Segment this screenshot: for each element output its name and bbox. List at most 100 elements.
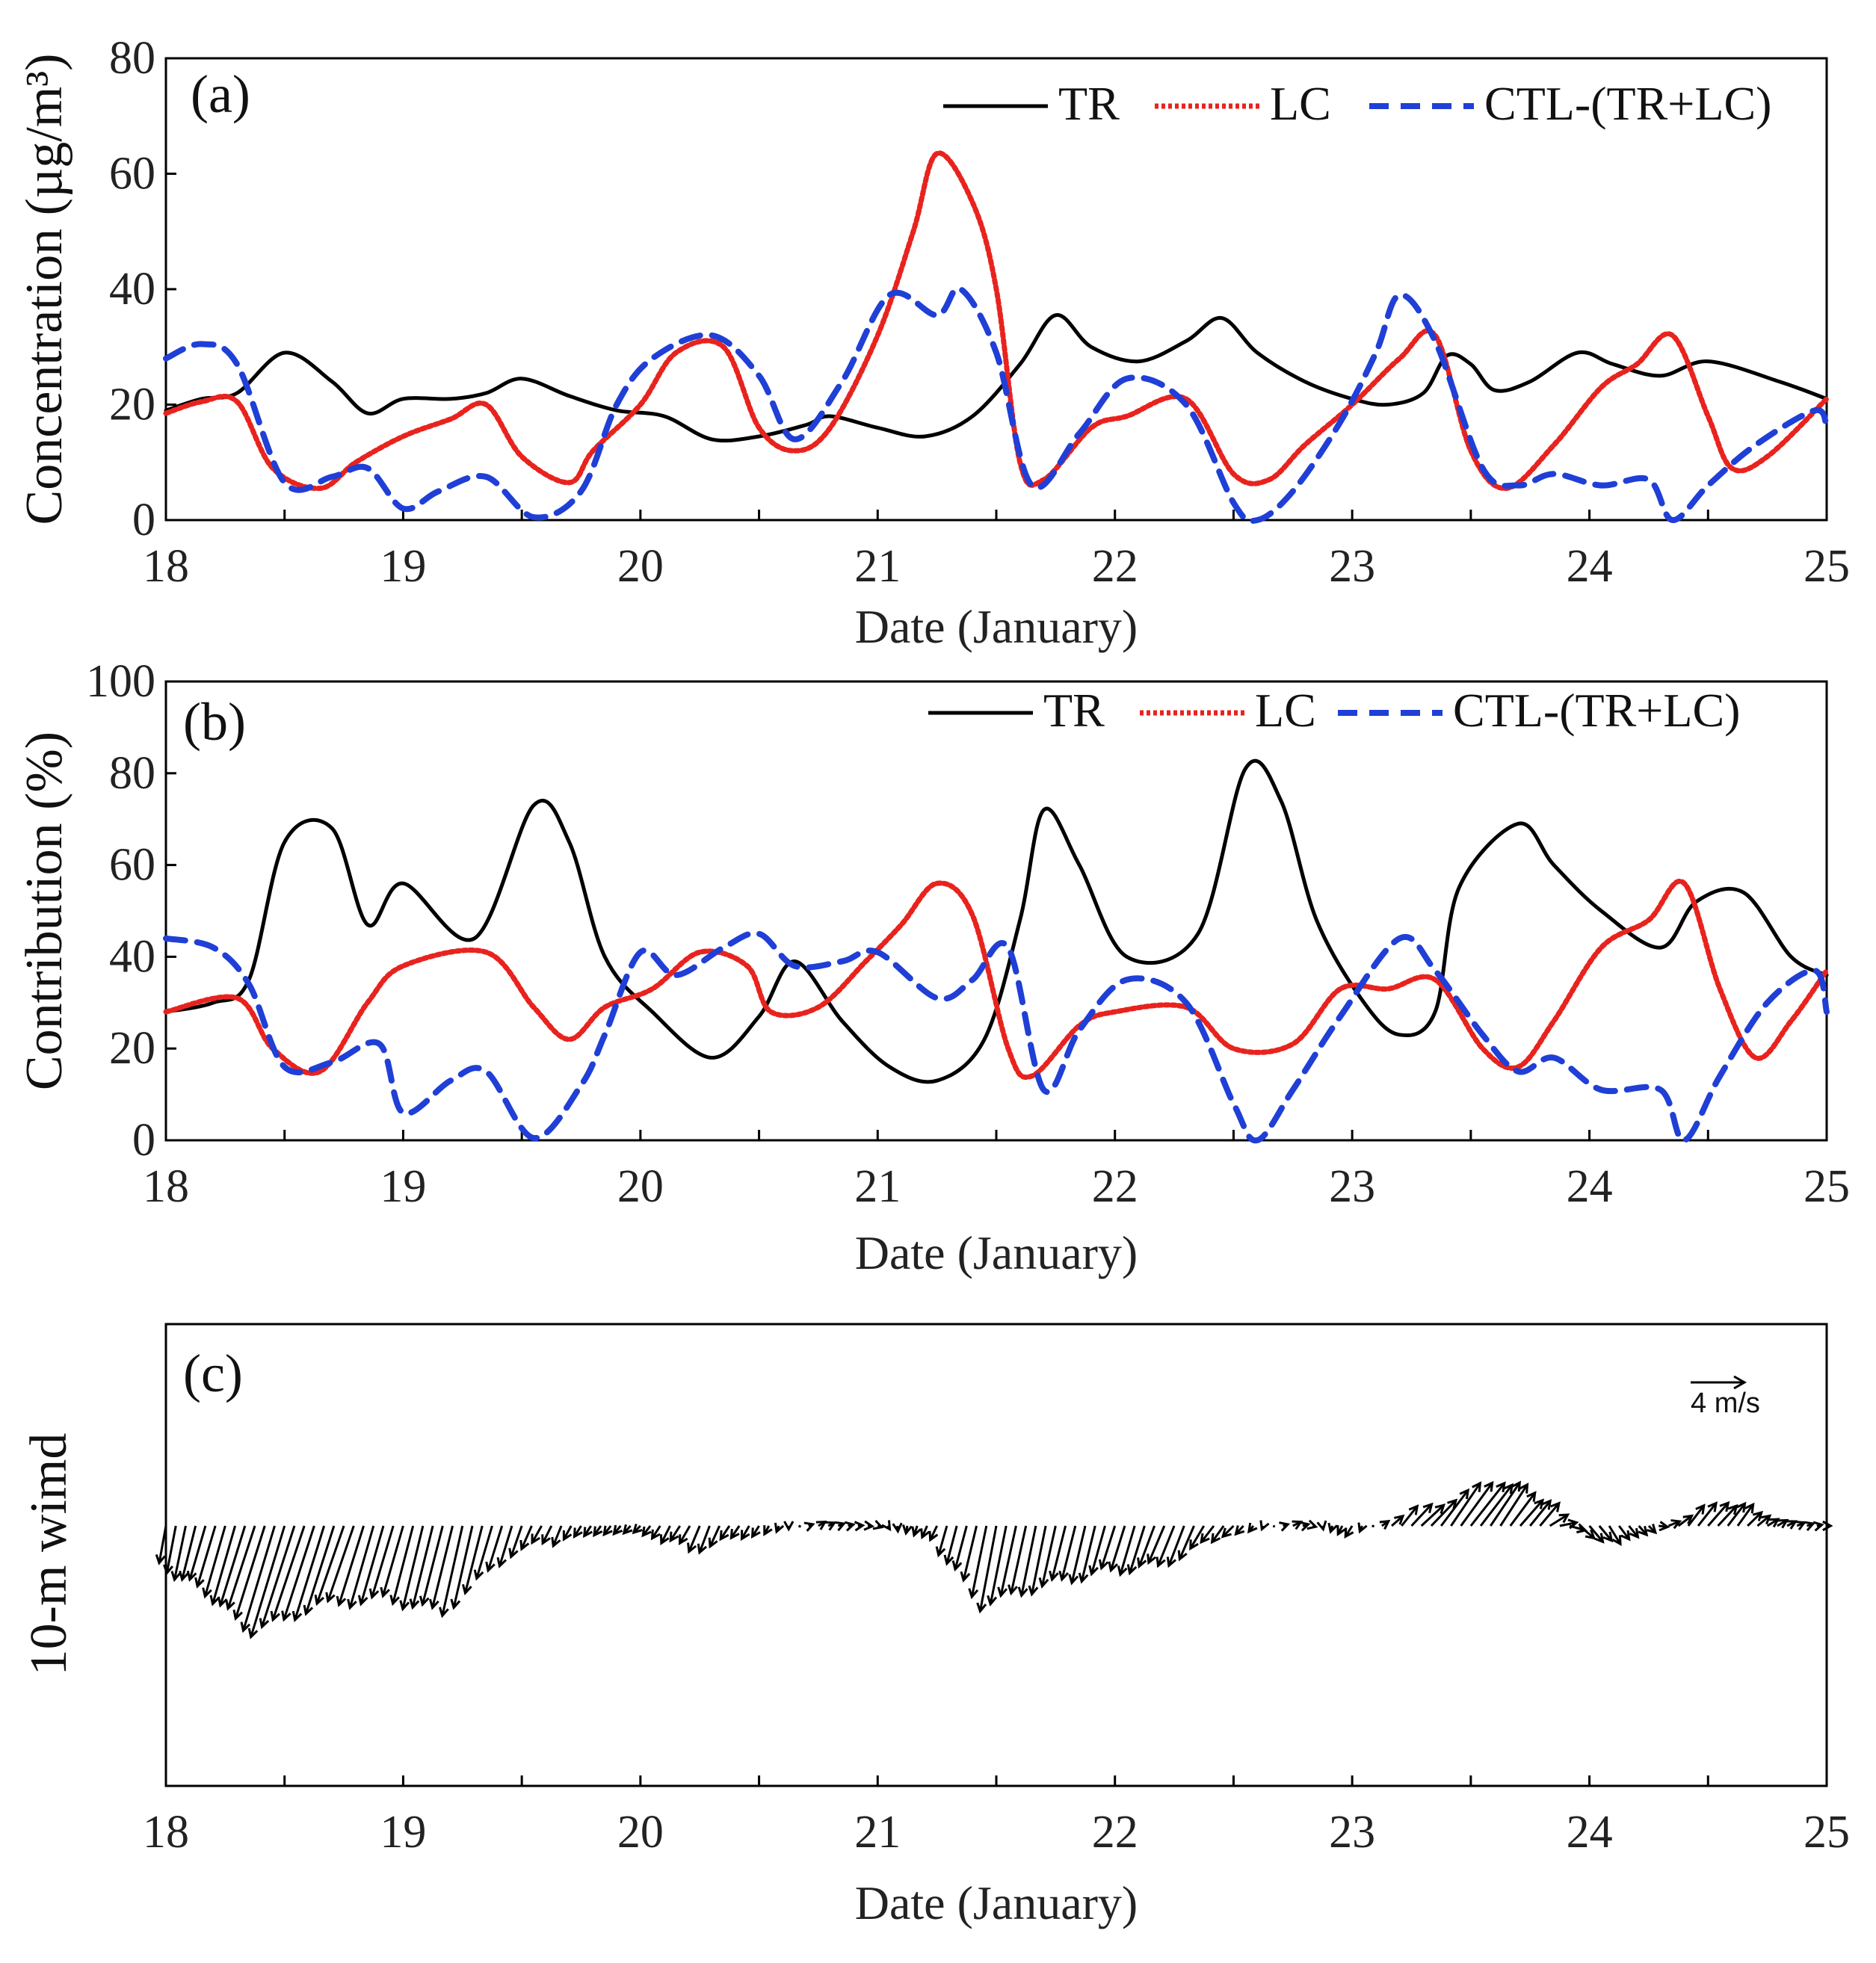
y-tick-label: 0 <box>132 495 155 545</box>
wind-vector <box>181 1525 197 1580</box>
wind-vector-head <box>783 1521 794 1532</box>
wind-vector <box>1579 1524 1595 1539</box>
wind-vector-head <box>901 1524 913 1536</box>
legend: TR LC CTL-(TR+LC) <box>943 77 1771 130</box>
wind-vector <box>1100 1525 1117 1569</box>
wind-vector <box>1147 1525 1166 1563</box>
wind-vector-head <box>844 1521 856 1532</box>
wind-vector-head <box>1503 1483 1514 1494</box>
wind-vector-head <box>439 1607 449 1619</box>
wind-vector-head <box>1682 1514 1694 1525</box>
wind-vector-head <box>928 1530 939 1542</box>
wind-vector <box>1061 1525 1077 1580</box>
wind-vector-head <box>582 1527 593 1539</box>
legend-label: CTL-(TR+LC) <box>1453 684 1740 737</box>
x-tick-label: 22 <box>1092 1807 1138 1858</box>
wind-vector-head <box>1585 1529 1596 1540</box>
wind-vector-head <box>1068 1574 1079 1586</box>
wind-vector-head <box>1422 1502 1434 1514</box>
x-tick-label: 23 <box>1329 1807 1375 1858</box>
wind-vector <box>242 1525 276 1631</box>
x-tick-label: 24 <box>1567 1807 1613 1858</box>
wind-vector-head <box>1752 1510 1764 1521</box>
wind-vector <box>1697 1502 1718 1527</box>
wind-vector-head <box>750 1527 761 1539</box>
x-tick-label: 19 <box>380 1807 426 1858</box>
wind-vector-head <box>281 1610 291 1622</box>
wind-vector-head <box>987 1595 998 1607</box>
legend-label: LC <box>1270 77 1331 130</box>
wind-vector-head <box>1327 1522 1338 1534</box>
wind-vector-head <box>1541 1499 1552 1510</box>
wind-vector <box>1051 1525 1067 1580</box>
wind-vector-head <box>1472 1481 1482 1492</box>
wind-vector-head <box>485 1561 496 1573</box>
wind-vector-head <box>240 1622 251 1633</box>
wind-vector <box>327 1525 355 1602</box>
wind-vector-head <box>409 1598 420 1610</box>
wind-vector <box>709 1525 721 1548</box>
wind-vector <box>294 1525 326 1621</box>
wind-vector-head <box>1200 1533 1210 1545</box>
wind-vector-head <box>1336 1525 1346 1536</box>
wind-vector-head <box>163 1564 173 1576</box>
wind-vector <box>1167 1525 1185 1566</box>
wind-vector <box>1031 1525 1047 1595</box>
wind-vector <box>1559 1521 1577 1527</box>
wind-vector-head <box>763 1525 773 1536</box>
wind-vector <box>1499 1483 1528 1527</box>
wind-vector-head <box>1638 1525 1649 1537</box>
wind-vector <box>937 1525 948 1556</box>
tick-layer: 18 19 20 21 22 23 24 25 0 20 40 60 80 <box>109 33 1850 592</box>
wind-vector-head <box>259 1618 270 1630</box>
x-tick-label: 25 <box>1804 1807 1850 1858</box>
wind-vector-head <box>1008 1584 1018 1596</box>
wind-vector-head <box>1744 1502 1755 1514</box>
wind-vector-head <box>1629 1527 1640 1539</box>
wind-vector-head <box>531 1533 540 1545</box>
wind-vector <box>261 1525 296 1627</box>
wind-vector-head <box>825 1521 837 1531</box>
wind-vector <box>1608 1525 1622 1545</box>
wind-panel: (c) Date (January) 10-m wimd 18 19 20 21 22 2… <box>20 1323 1850 1929</box>
wind-vector <box>1687 1504 1706 1527</box>
reference-arrow-head <box>1733 1375 1747 1390</box>
wind-vector-head <box>1526 1491 1537 1502</box>
wind-vector-head <box>357 1595 368 1607</box>
wind-vector <box>475 1525 493 1579</box>
wind-vector <box>315 1525 345 1604</box>
wind-vector <box>1430 1499 1457 1527</box>
wind-vector <box>1221 1524 1235 1538</box>
panel-label: (a) <box>191 64 250 124</box>
wind-vector-head <box>1177 1550 1188 1562</box>
wind-vector-head <box>1357 1522 1368 1534</box>
wind-vector <box>1677 1515 1693 1527</box>
wind-vector-head <box>270 1610 280 1622</box>
wind-vector-head <box>508 1548 519 1559</box>
wind-vector-head <box>1695 1503 1706 1515</box>
wind-vector-head <box>641 1526 652 1538</box>
wind-vector-head <box>1768 1518 1780 1528</box>
wind-vector <box>1410 1503 1433 1527</box>
x-tick-label: 24 <box>1567 1161 1613 1212</box>
wind-vector-head <box>202 1587 212 1599</box>
x-tick-label: 20 <box>617 541 664 592</box>
wind-vector <box>1272 1524 1276 1528</box>
wind-vector <box>348 1525 375 1609</box>
x-tick-label: 21 <box>854 1807 901 1858</box>
wind-vector-head <box>325 1592 336 1604</box>
wind-vector-head <box>1593 1533 1605 1544</box>
series-line-tr <box>164 313 1829 443</box>
series-line-lc <box>163 878 1830 1080</box>
wind-vector-head <box>1760 1514 1772 1525</box>
wind-vector-head <box>1137 1557 1147 1569</box>
wind-vector-head <box>1602 1531 1614 1543</box>
tick-layer: 18 19 20 21 22 23 24 25 <box>143 1775 1850 1858</box>
wind-vector-head <box>1247 1522 1258 1534</box>
x-tick-label: 18 <box>143 541 189 592</box>
wind-vector-head <box>835 1521 847 1532</box>
wind-vector <box>962 1525 978 1581</box>
wind-vector <box>1460 1482 1493 1527</box>
wind-vector-head <box>1434 1503 1446 1515</box>
wind-vector <box>978 1525 998 1612</box>
